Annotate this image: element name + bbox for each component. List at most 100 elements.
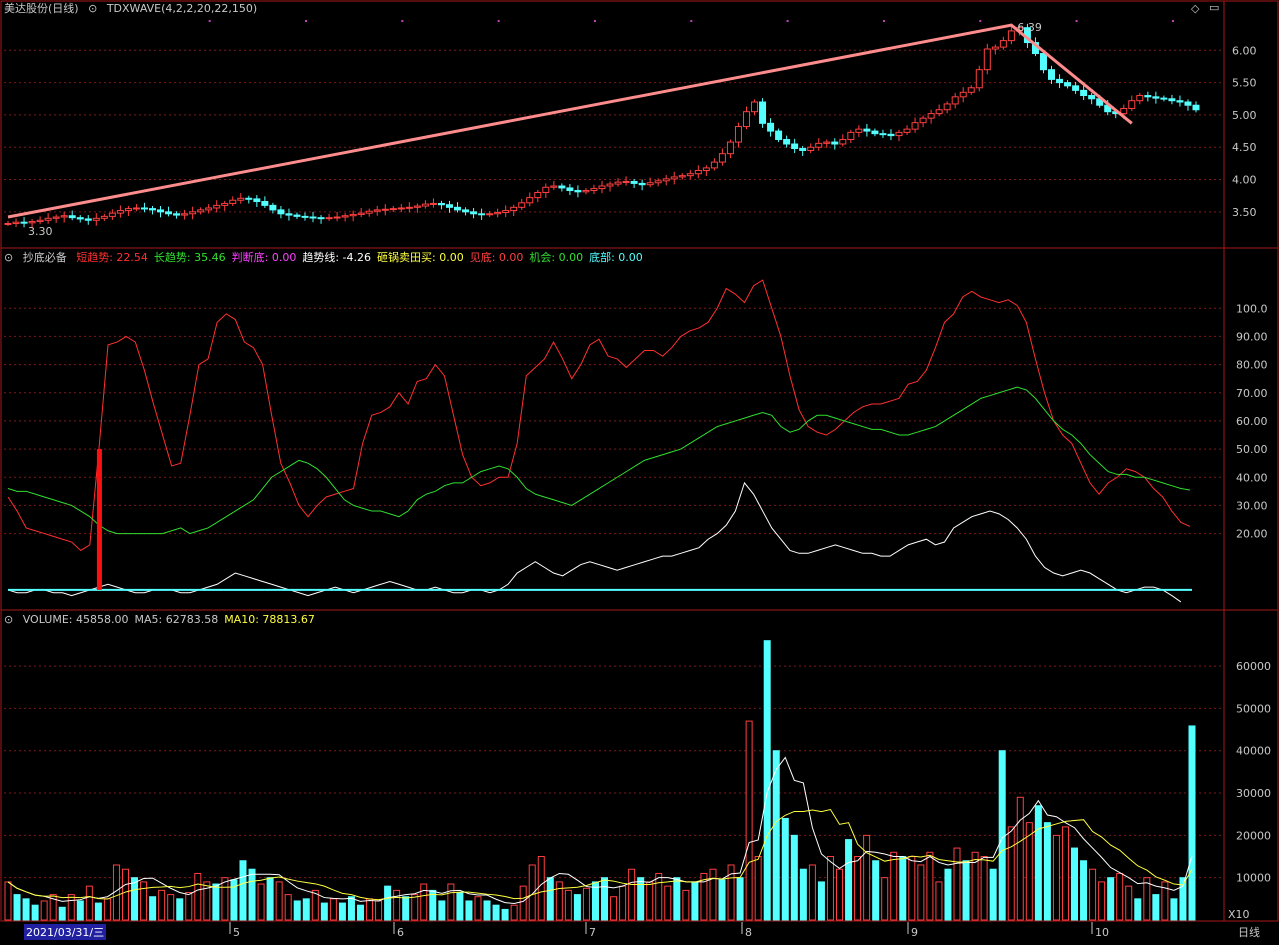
candle (702, 167, 710, 171)
high-label: 6.39 (1017, 21, 1042, 34)
candle (237, 197, 245, 201)
candle (550, 185, 558, 188)
volume-bar (1179, 877, 1187, 921)
diamond-icon[interactable]: ◇ (1191, 2, 1200, 15)
volume-bar (194, 872, 202, 921)
candle (919, 117, 927, 124)
volume-bar (682, 889, 690, 921)
gear-icon[interactable]: ⊙ (4, 251, 14, 264)
indicator-value-5: 见底: 0.00 (469, 251, 524, 264)
candle (116, 210, 124, 214)
volume-bar (573, 894, 581, 921)
volume-bar (311, 889, 319, 921)
candle (1192, 104, 1200, 111)
volume-bar (185, 891, 193, 921)
candle (742, 111, 750, 128)
candle (470, 211, 478, 215)
indicator-value-3: 趋势线: -4.26 (302, 251, 371, 264)
x-axis: 2021/03/31/三 X10 日线 (0, 908, 1279, 945)
volume-bar (420, 883, 428, 921)
volume-bar (872, 860, 880, 921)
candle (221, 202, 229, 206)
volume-bar (1025, 822, 1033, 921)
gear-icon[interactable]: ⊙ (4, 613, 14, 626)
candle (140, 207, 148, 210)
y-tick-label: 20.00 (1236, 528, 1268, 541)
candle (1088, 95, 1096, 100)
volume-bar (67, 894, 75, 921)
candle (582, 190, 590, 193)
candle (598, 185, 606, 190)
volume-bar (347, 896, 355, 921)
volume-bar (1107, 877, 1115, 921)
candle (28, 221, 36, 224)
candle (710, 161, 718, 169)
y-tick-label: 40.00 (1236, 471, 1268, 484)
window-icon[interactable]: ▭ (1209, 1, 1220, 14)
candle (574, 190, 582, 193)
candle (566, 187, 574, 192)
indicator-name[interactable]: 抄底必备 (22, 251, 67, 264)
candle (815, 142, 823, 148)
volume-bar (519, 885, 527, 921)
volume-bar (76, 900, 84, 921)
marker-dot (979, 20, 982, 22)
volume-bar (763, 640, 771, 921)
volume-bar (483, 900, 491, 921)
volume-bar (121, 868, 129, 921)
candle (638, 182, 646, 186)
volume-bar (790, 834, 798, 921)
volume-bar (691, 881, 699, 921)
date-cursor-label: 2021/03/31/三 (24, 924, 107, 940)
scale-label[interactable]: X10 (1228, 908, 1250, 921)
volume-bar (1134, 898, 1142, 921)
indicator-value-2: 判断底: 0.00 (231, 251, 297, 264)
y-tick-label: 5.00 (1232, 109, 1257, 122)
candle (1136, 95, 1144, 102)
y-tick-label: 60.00 (1236, 415, 1268, 428)
candle (124, 208, 132, 212)
candle (173, 213, 181, 216)
volume-bar (239, 860, 247, 921)
candle (831, 141, 839, 145)
volume-bar (492, 904, 500, 921)
volume-bar (85, 885, 93, 921)
period-label[interactable]: 日线 (1238, 926, 1260, 939)
candle (325, 217, 333, 220)
stock-title[interactable]: 美达股份(日线) (4, 2, 79, 15)
candle (437, 202, 445, 206)
volume-bar (718, 879, 726, 921)
volume-bar (808, 864, 816, 921)
gear-icon[interactable]: ⊙ (88, 2, 98, 15)
volume-bar (212, 883, 220, 921)
month-label: 10 (1095, 926, 1109, 939)
volume-bar (22, 898, 30, 921)
volume-bar (1016, 796, 1024, 921)
volume-bar (375, 900, 383, 921)
candle (68, 215, 76, 219)
volume-bar (700, 872, 708, 921)
candle (341, 215, 349, 218)
volume-value-0: VOLUME: 45858.00 (22, 613, 129, 626)
candle (518, 202, 526, 208)
volume-bar (176, 898, 184, 921)
y-tick-label: 60000 (1236, 660, 1271, 673)
candle (405, 206, 413, 209)
volume-bar (745, 720, 753, 921)
candle (1144, 95, 1152, 98)
candle (807, 146, 815, 151)
candle (734, 126, 742, 143)
short-trend-line (7, 279, 1191, 552)
candle (1039, 53, 1047, 71)
candle (389, 208, 397, 211)
candle (1120, 107, 1128, 115)
volume-bar (591, 881, 599, 921)
candle (494, 211, 502, 215)
candle (285, 213, 293, 216)
volume-bar (528, 864, 536, 921)
y-tick-label: 40000 (1236, 745, 1271, 758)
indicator-title[interactable]: TDXWAVE(4,2,2,20,22,150) (106, 2, 258, 15)
candle (903, 128, 911, 133)
candle (975, 69, 983, 89)
